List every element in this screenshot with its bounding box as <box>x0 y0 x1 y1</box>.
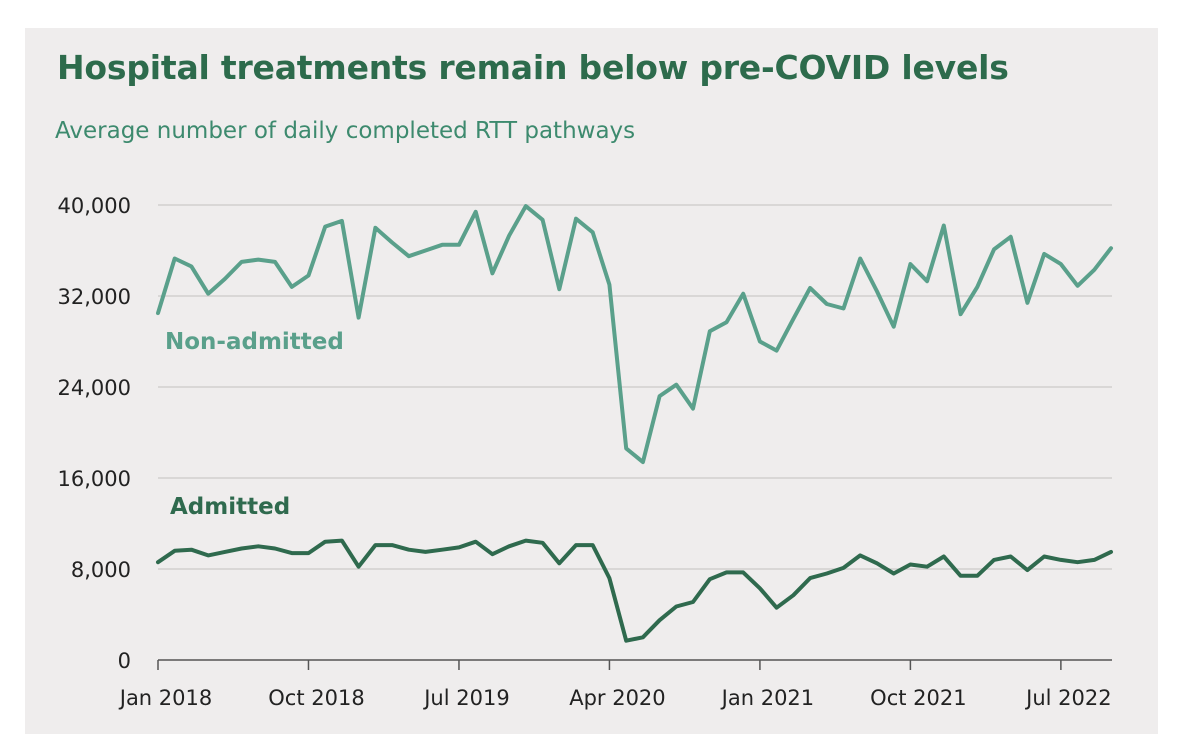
y-tick-label: 32,000 <box>58 285 131 309</box>
y-tick-label: 40,000 <box>58 194 131 218</box>
x-tick-label: Oct 2018 <box>268 686 364 710</box>
series-label-non-admitted: Non-admitted <box>165 329 344 355</box>
chart-panel: Hospital treatments remain below pre-COV… <box>25 28 1158 734</box>
x-tick-label: Jul 2019 <box>422 686 509 710</box>
chart-title: Hospital treatments remain below pre-COV… <box>57 48 1009 87</box>
y-axis-ticks: 0 8,000 16,000 24,000 32,000 40,000 <box>58 194 131 673</box>
series-line-admitted <box>156 538 1113 643</box>
series-line-non-admitted <box>156 204 1113 465</box>
x-tick-label: Apr 2020 <box>569 686 665 710</box>
x-tick-label: Oct 2021 <box>870 686 966 710</box>
y-tick-label: 24,000 <box>58 376 131 400</box>
chart-subtitle: Average number of daily completed RTT pa… <box>55 118 636 144</box>
x-tick-label: Jan 2018 <box>118 686 213 710</box>
x-axis: Jan 2018 Oct 2018 Jul 2019 Apr 2020 Jan 2021… <box>118 659 1112 710</box>
series-lines <box>156 204 1113 643</box>
gridlines <box>158 204 1112 570</box>
y-tick-label: 16,000 <box>58 467 131 491</box>
x-tick-label: Jul 2022 <box>1024 686 1111 710</box>
y-tick-label: 0 <box>118 649 131 673</box>
x-tick-label: Jan 2021 <box>720 686 815 710</box>
y-tick-label: 8,000 <box>71 558 131 582</box>
series-label-admitted: Admitted <box>170 494 290 520</box>
